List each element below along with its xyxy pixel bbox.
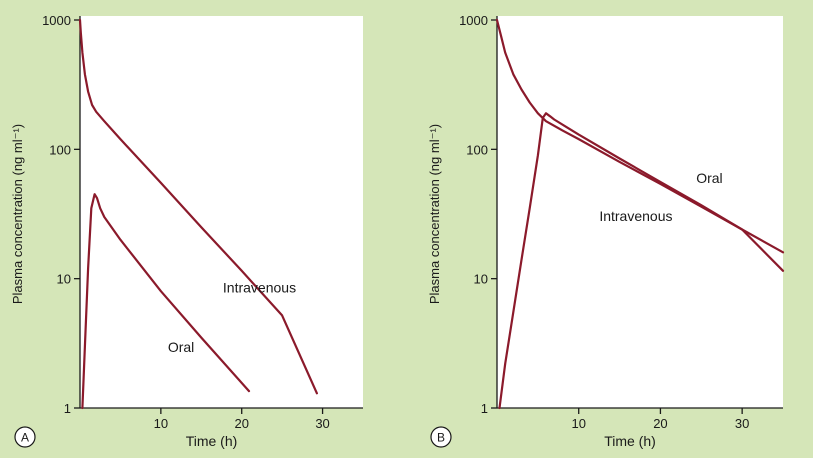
- panel-badge: [14, 426, 36, 448]
- panel-badge-label: B: [437, 431, 445, 445]
- series-line-intravenous: [78, 18, 318, 395]
- series-label: Oral: [168, 339, 194, 355]
- y-tick-label: 1000: [459, 13, 488, 28]
- y-tick-label: 10: [474, 272, 488, 287]
- series-label: Intravenous: [223, 280, 296, 296]
- x-tick-label: 30: [735, 416, 749, 431]
- x-tick-label: 20: [653, 416, 667, 431]
- chart-panel-a: 1 10 100 1000 10 20 30 Time (h) Plasma concentra…: [10, 13, 363, 449]
- y-axis-label: Plasma concentration (ng ml⁻¹): [10, 124, 25, 304]
- series-line-oral: [81, 193, 251, 410]
- panel-badge: [430, 426, 452, 448]
- x-axis-label: Time (h): [604, 433, 656, 449]
- series-label: Intravenous: [599, 208, 672, 224]
- y-tick-label: 1: [64, 401, 71, 416]
- x-tick-label: 10: [571, 416, 585, 431]
- x-tick-label: 20: [234, 416, 248, 431]
- chart-panel-b: 1 10 100 1000 10 20 30 Time (h) Plasma concentra…: [427, 13, 785, 449]
- y-tick-label: 100: [49, 142, 71, 157]
- series-label: Oral: [696, 170, 722, 186]
- y-axis-label: Plasma concentration (ng ml⁻¹): [427, 124, 442, 304]
- y-tick-label: 1000: [42, 13, 71, 28]
- series-line-oral: [498, 112, 785, 410]
- x-tick-label: 10: [154, 416, 168, 431]
- plot-area: [80, 16, 363, 408]
- y-tick-label: 100: [466, 142, 488, 157]
- x-tick-label: 30: [315, 416, 329, 431]
- x-axis-label: Time (h): [186, 433, 238, 449]
- y-tick-label: 10: [57, 272, 71, 287]
- plot-area: [497, 16, 783, 408]
- panel-badge-label: A: [21, 431, 29, 445]
- y-tick-label: 1: [481, 401, 488, 416]
- series-line-intravenous: [495, 18, 785, 272]
